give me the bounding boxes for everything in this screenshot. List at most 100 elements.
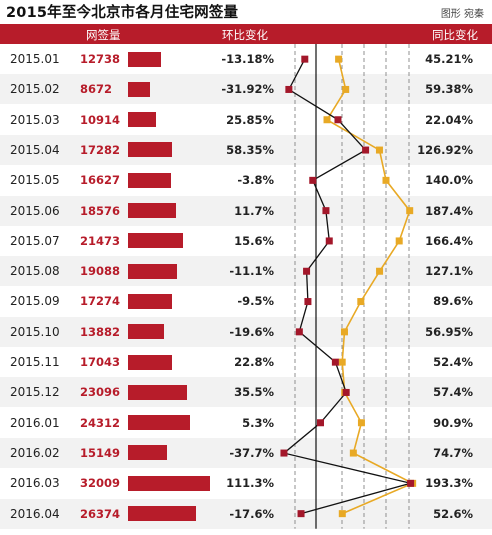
yoy-point	[323, 116, 331, 124]
month-label: 2015.09	[10, 294, 60, 309]
signings-bar	[128, 415, 191, 431]
mom-point	[362, 146, 370, 154]
row-stripe	[0, 134, 492, 165]
yoy-label: 57.4%	[433, 385, 473, 400]
signings-label: 18576	[80, 203, 121, 218]
mom-label: 11.7%	[234, 203, 274, 218]
yoy-label: 166.4%	[425, 233, 473, 248]
mom-point	[301, 55, 309, 63]
signings-label: 8672	[80, 82, 113, 97]
month-label: 2016.04	[10, 506, 60, 521]
mom-point	[407, 479, 415, 487]
month-label: 2015.06	[10, 203, 60, 218]
yoy-label: 193.3%	[425, 476, 473, 491]
row-stripe	[0, 437, 492, 468]
mom-point	[303, 267, 311, 275]
signings-bar	[128, 263, 177, 279]
yoy-label: 52.6%	[433, 506, 473, 521]
signings-label: 19088	[80, 264, 121, 279]
mom-label: 15.6%	[234, 233, 274, 248]
month-label: 2015.04	[10, 142, 60, 157]
row-stripe	[0, 256, 492, 287]
signings-bar	[128, 203, 176, 218]
signings-bar	[128, 233, 183, 249]
yoy-label: 187.4%	[425, 203, 473, 218]
yoy-point	[338, 358, 346, 366]
mom-label: 25.85%	[226, 112, 274, 127]
month-label: 2016.01	[10, 415, 60, 430]
yoy-label: 74.7%	[433, 445, 473, 460]
mom-label: 22.8%	[234, 355, 274, 369]
signings-bar	[128, 354, 172, 370]
mom-label: -37.7%	[229, 445, 274, 460]
mom-label: 58.35%	[226, 142, 274, 157]
signings-bar	[128, 384, 188, 400]
signings-bar	[128, 475, 210, 491]
mom-label: -31.92%	[221, 82, 274, 97]
yoy-point	[340, 328, 348, 336]
signings-bar	[128, 172, 171, 188]
month-label: 2015.03	[10, 112, 60, 127]
mom-label: -17.6%	[229, 506, 274, 521]
signings-label: 17043	[80, 355, 121, 369]
month-label: 2015.07	[10, 233, 60, 248]
signings-label: 32009	[80, 476, 121, 491]
signings-bar	[128, 445, 167, 461]
mom-point	[295, 328, 303, 336]
mom-point	[331, 358, 339, 366]
mom-label: 5.3%	[242, 415, 274, 430]
signings-label: 12738	[80, 52, 121, 66]
mom-label: -13.18%	[221, 52, 274, 66]
mom-point	[325, 237, 333, 245]
month-label: 2016.03	[10, 476, 60, 491]
signings-bar	[128, 51, 161, 67]
yoy-point	[342, 85, 350, 93]
mom-point	[285, 85, 293, 93]
header-mom: 环比变化	[222, 28, 268, 42]
mom-point	[317, 419, 325, 427]
signings-label: 17282	[80, 142, 121, 157]
signings-label: 24312	[80, 415, 121, 430]
month-label: 2016.02	[10, 445, 60, 460]
yoy-label: 45.21%	[425, 52, 473, 66]
yoy-point	[338, 510, 346, 518]
month-label: 2015.01	[10, 52, 60, 66]
yoy-label: 59.38%	[425, 82, 473, 97]
mom-point	[342, 388, 350, 396]
signings-label: 15149	[80, 445, 121, 460]
header-signings: 网签量	[86, 28, 121, 42]
mom-point	[322, 207, 330, 215]
yoy-point	[375, 146, 383, 154]
signings-label: 21473	[80, 233, 121, 248]
yoy-point	[357, 298, 365, 306]
chart-title: 2015年至今北京市各月住宅网签量	[6, 5, 239, 21]
yoy-label: 22.04%	[425, 112, 473, 127]
signings-label: 23096	[80, 385, 121, 400]
mom-label: -9.5%	[237, 294, 274, 309]
mom-point	[297, 510, 305, 518]
signings-label: 10914	[80, 112, 121, 127]
header-yoy: 同比变化	[432, 28, 478, 42]
signings-label: 13882	[80, 324, 121, 339]
month-label: 2015.02	[10, 82, 60, 97]
yoy-label: 127.1%	[425, 264, 473, 279]
month-label: 2015.10	[10, 324, 60, 339]
mom-point	[334, 116, 342, 124]
signings-label: 17274	[80, 294, 121, 309]
yoy-label: 126.92%	[417, 142, 473, 157]
row-stripe	[0, 498, 492, 529]
yoy-label: 56.95%	[425, 324, 473, 339]
row-stripe	[0, 316, 492, 347]
mom-label: 35.5%	[234, 385, 274, 400]
header-bar: 网签量 环比变化 同比变化	[0, 24, 492, 44]
yoy-label: 89.6%	[433, 294, 473, 309]
yoy-point	[395, 237, 403, 245]
mom-point	[304, 298, 312, 306]
credit-text: 图形 宛秦	[440, 9, 484, 20]
mom-point	[280, 449, 288, 457]
yoy-label: 90.9%	[433, 415, 473, 430]
yoy-point	[335, 55, 343, 63]
signings-bar	[128, 112, 156, 128]
